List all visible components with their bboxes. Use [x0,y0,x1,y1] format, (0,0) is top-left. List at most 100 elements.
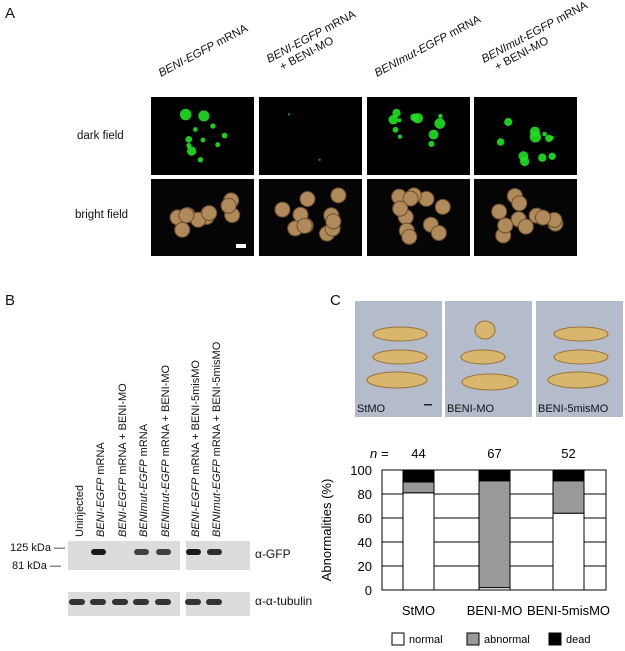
gfp-signal [520,156,530,167]
tadpole [553,349,609,365]
lane-label-1: Uninjected [74,485,86,537]
gfp-signal [215,142,221,148]
tubulin-band [112,599,128,605]
gfp-band [186,549,201,555]
gfp-signal [392,108,401,118]
antibody-tubulin: α-α-tubulin [255,594,313,608]
tadpole [461,373,519,391]
tadpole [547,371,609,389]
panel-c-photos [355,301,623,417]
gfp-signal [496,138,505,146]
tubulin-band [133,599,149,605]
gfp-signal [179,108,192,121]
embryo [392,200,409,217]
n-value: 52 [561,446,575,461]
scale-bar [236,244,246,248]
lane-rest: mRNA [138,423,150,460]
gfp-signal [428,129,439,140]
panel-a-images [151,97,577,256]
gfp-signal [529,126,540,137]
marker-81: 81 kDa — [12,560,61,572]
y-axis-label: Abnormalities (%) [319,479,334,582]
photo-label-3: BENI-5misMO [538,403,609,415]
tubulin-band [155,599,171,605]
tadpole [553,326,609,342]
embryo [178,207,195,224]
embryo [201,205,218,222]
lane-italic: BENImut-EGFP [160,459,172,537]
lane-italic: BENI-EGFP [117,477,129,537]
lane-italic: BENI-EGFP [190,477,202,537]
tadpole [372,326,428,342]
gfp-blot-right [186,541,250,570]
gfp-signal [197,157,204,163]
gfp-signal [428,140,435,148]
gfp-signal [198,110,210,122]
gfp-signal [549,135,554,140]
embryo [517,218,534,235]
gfp-band [91,549,106,555]
gfp-signal [438,113,443,119]
gfp-signal [221,132,228,139]
gfp-signal [542,131,547,137]
antibody-gfp: α-GFP [255,547,291,561]
lane-italic: BENI-EGFP [95,477,107,537]
row-label-dark: dark field [77,130,124,142]
lane-rest: mRNA [95,442,107,478]
marker-125-text: 125 kDa [10,542,51,554]
embryo [325,213,342,230]
bar-dead [478,469,511,482]
gfp-signal [193,127,198,132]
tadpole [372,349,428,365]
gfp-signal [287,113,291,116]
photo-label-1: StMO [357,403,386,415]
gfp-band [207,549,222,555]
embryo [497,217,514,234]
panel-b-label: B [5,292,16,309]
n-label: n = [370,446,389,461]
bar-abnormal [552,480,585,514]
lane-italic: BENImut-EGFP [138,459,150,537]
gfp-blot-left [68,541,180,570]
scale-bar [424,404,432,406]
bar-dead [552,469,585,482]
embryo [534,209,551,226]
gfp-signal [397,134,403,139]
tubulin-band [69,599,85,605]
marker-125: 125 kDa — [10,542,66,554]
gfp-signal [185,136,193,143]
embryo [491,203,508,220]
gfp-signal [210,123,216,129]
gfp-signal [388,114,399,125]
lane-label-4: BENImut-EGFP mRNA [138,424,150,537]
gfp-signal [410,113,419,122]
gfp-signal [318,158,321,161]
gfp-signal [397,118,402,123]
legend-label-dead: dead [566,634,590,646]
dark-field-image-3 [367,97,470,175]
tadpole [474,320,496,340]
legend-swatch-normal [391,632,405,646]
lane-label-2: BENI-EGFP mRNA [95,442,107,537]
y-tick-label: 40 [358,535,372,550]
bar-normal [402,492,435,591]
y-tick-label: 60 [358,511,372,526]
legend-swatch-abnormal [466,632,480,646]
embryo [330,187,347,204]
lane-rest: Uninjected [74,485,86,537]
gfp-band [156,549,171,555]
bar-abnormal [478,480,511,589]
y-tick-label: 0 [365,583,372,598]
y-tick-label: 100 [350,463,372,478]
bar-dead [402,469,435,483]
bright-field-image-2 [259,179,362,256]
bar-abnormal [402,481,435,494]
gfp-signal [186,142,192,149]
embryo [401,228,418,245]
legend-label-normal: normal [409,634,443,646]
marker-81-text: 81 kDa [12,560,47,572]
tadpole [366,371,428,389]
n-value: 67 [487,446,501,461]
embryo [430,224,447,241]
